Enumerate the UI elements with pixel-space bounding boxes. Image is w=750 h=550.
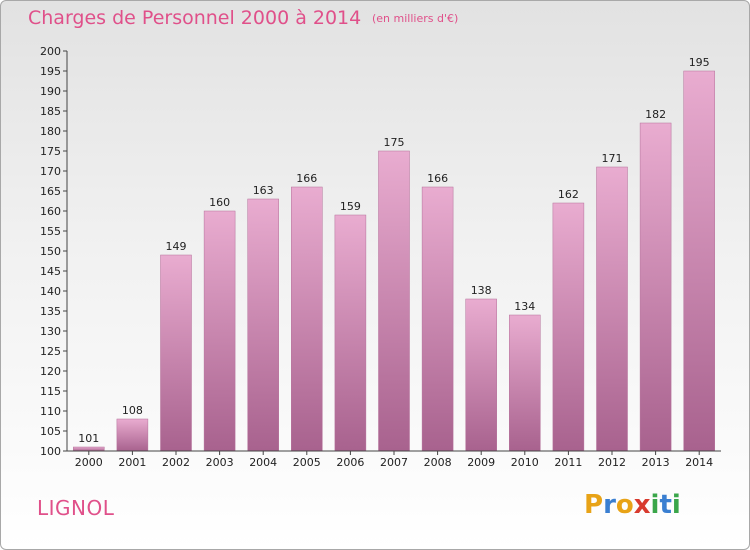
y-tick-label: 155 [40,225,61,238]
data-label: 159 [340,200,361,213]
x-tick-label: 2008 [424,456,452,469]
y-tick-label: 160 [40,205,61,218]
x-tick-label: 2012 [598,456,626,469]
bar [160,254,192,452]
bar [509,314,541,452]
bar [639,122,672,452]
bar [116,418,149,452]
y-tick-label: 180 [40,125,61,138]
data-label: 175 [384,136,405,149]
data-label: 166 [296,172,317,185]
bar [552,202,585,452]
bar [465,298,497,452]
y-tick-label: 165 [40,185,61,198]
y-tick-label: 100 [40,445,61,458]
logo-letter: P [584,490,604,520]
y-tick-label: 130 [40,325,61,338]
data-label: 149 [166,240,187,253]
x-tick-label: 2007 [380,456,408,469]
logo-letter: i [671,490,681,520]
data-label: 182 [645,108,666,121]
x-tick-label: 2000 [75,456,103,469]
x-tick-label: 2004 [249,456,277,469]
bar [247,198,279,452]
y-tick-label: 135 [40,305,61,318]
commune-name: LIGNOL [37,496,115,520]
y-tick-label: 120 [40,365,61,378]
y-tick-label: 150 [40,245,61,258]
chart-subtitle: (en milliers d'€) [372,12,459,25]
data-label: 138 [471,284,492,297]
x-tick-label: 2005 [293,456,321,469]
bar [596,166,628,452]
y-tick-label: 125 [40,345,61,358]
logo-letter: r [603,490,616,520]
x-tick-label: 2002 [162,456,190,469]
data-label: 163 [253,184,274,197]
y-tick-label: 195 [40,65,61,78]
y-tick-label: 110 [40,405,61,418]
x-tick-label: 2013 [642,456,670,469]
y-tick-label: 185 [40,105,61,118]
x-tick-label: 2006 [336,456,364,469]
y-tick-label: 175 [40,145,61,158]
x-tick-label: 2003 [206,456,234,469]
bar [73,446,105,452]
logo-letter: t [659,490,672,520]
data-label: 195 [689,56,710,69]
bar [203,210,236,452]
x-tick-label: 2010 [511,456,539,469]
data-label: 162 [558,188,579,201]
bar [421,186,454,452]
data-label: 171 [602,152,623,165]
logo-letter: i [650,490,660,520]
data-label: 160 [209,196,230,209]
y-tick-label: 140 [40,285,61,298]
data-label: 108 [122,404,143,417]
y-tick-label: 145 [40,265,61,278]
logo-letter: o [615,490,634,520]
logo-letter: x [633,490,651,520]
data-label: 134 [514,300,535,313]
bar [291,186,323,452]
x-tick-label: 2009 [467,456,495,469]
data-label: 101 [78,432,99,445]
data-label: 166 [427,172,448,185]
y-tick-label: 200 [40,45,61,58]
chart-title: Charges de Personnel 2000 à 2014 [28,7,362,29]
y-tick-label: 170 [40,165,61,178]
bar [378,150,410,452]
proxiti-logo: Proxiti [584,490,681,520]
bar [334,214,367,452]
y-tick-label: 115 [40,385,61,398]
y-tick-label: 190 [40,85,61,98]
x-tick-label: 2001 [118,456,146,469]
x-tick-label: 2014 [685,456,713,469]
bar [683,70,715,452]
x-tick-label: 2011 [554,456,582,469]
y-tick-label: 105 [40,425,61,438]
